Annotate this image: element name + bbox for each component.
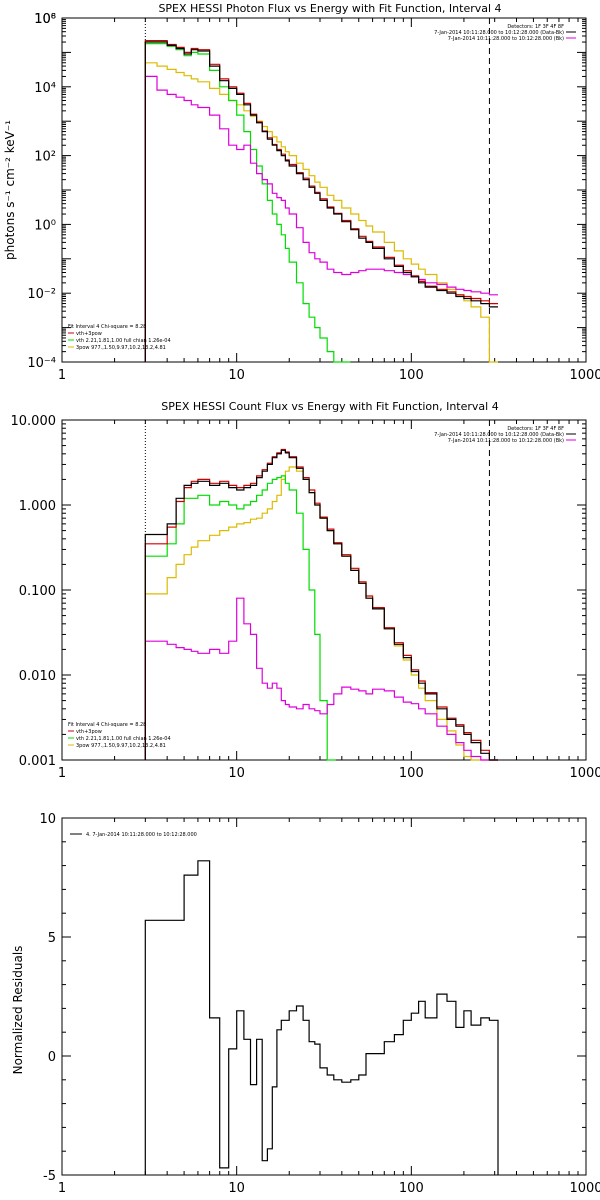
legend-top-entry: 7-Jan-2014 10:11:28.000 to 10:12:28.000 … <box>448 438 564 444</box>
y-tick-label: -5 <box>43 1169 56 1184</box>
legend-top-entry: Detectors: 1F 3F 4F 8F <box>507 426 564 432</box>
series-data-line <box>144 41 498 362</box>
series-bk-line <box>144 597 498 761</box>
y-tick-label: 10⁶ <box>34 12 56 27</box>
series-pow-line <box>144 466 498 761</box>
y-tick-label: 10 <box>39 812 56 827</box>
x-tick-label: 10 <box>228 766 245 781</box>
y-tick-label: 10⁸ <box>34 12 56 27</box>
legend-bottom-entry: Fit Interval 4 Chi-square = 8.28 <box>68 324 146 330</box>
x-tick-label: 1 <box>58 766 66 781</box>
residuals-panel: Normalized Residuals 1 10 100 1000 -5 0 5 10 4. … <box>11 812 600 1196</box>
y-tick-label: 10² <box>34 150 56 165</box>
x-tick-label: 1000 <box>569 1181 600 1196</box>
series-vth-line <box>144 43 351 363</box>
plot-frame <box>61 17 587 363</box>
y-tick-label: 10⁻² <box>27 287 56 302</box>
y-tick-label: 1.000 <box>19 499 56 514</box>
plot-frame <box>61 817 587 1176</box>
photon-flux-panel: SPEX HESSI Photon Flux vs Energy with Fi… <box>3 2 600 383</box>
legend-top-entry: 7-Jan-2014 10:11:28.000 to 10:12:28.000 … <box>448 36 564 42</box>
photon-flux-y-label: photons s⁻¹ cm⁻² keV⁻¹ <box>3 120 17 260</box>
legend-top-entry: 7-Jan-2014 10:11:28.000 to 10:12:28.000 … <box>434 30 564 36</box>
legend-bottom-entry: Fit Interval 4 Chi-square = 8.28 <box>68 722 146 728</box>
series-vth-line <box>144 475 336 761</box>
legend-bottom-entry: vth 2.21,1.81,1.00 full chian 1.26e-04 <box>76 736 171 742</box>
legend-top-entry: Detectors: 1F 3F 4F 8F <box>507 24 564 30</box>
y-tick-label: 5 <box>48 931 56 946</box>
legend-bottom-entry: vth+3pow <box>76 729 102 735</box>
legend-bottom-entry: vth 2.21,1.81,1.00 full chian 1.26e-04 <box>76 338 171 344</box>
photon-flux-title: SPEX HESSI Photon Flux vs Energy with Fi… <box>158 2 501 15</box>
x-tick-label: 100 <box>399 368 424 383</box>
y-tick-label: 0.100 <box>19 584 56 599</box>
series-pow-line <box>144 62 498 363</box>
x-tick-label: 100 <box>399 766 424 781</box>
legend-top-entry: 7-Jan-2014 10:11:28.000 to 10:12:28.000 … <box>434 432 564 438</box>
x-tick-label: 1 <box>58 368 66 383</box>
series-data-line <box>144 449 498 761</box>
legend-entry: 4. 7-Jan-2014 10:11:28.000 to 10:12:28.0… <box>86 832 197 838</box>
legend-bottom-entry: 3pow 977.,1.50,9.97,10.2,13.2,4.81 <box>76 743 166 749</box>
x-tick-label: 100 <box>399 1181 424 1196</box>
y-tick-label: 0.010 <box>19 669 56 684</box>
x-tick-label: 10 <box>228 1181 245 1196</box>
x-tick-label: 1000 <box>569 368 600 383</box>
plot-frame <box>61 419 587 761</box>
y-tick-label: 0 <box>48 1050 56 1065</box>
count-flux-panel: SPEX HESSI Count Flux vs Energy with Fit… <box>11 400 600 781</box>
residuals-y-label: Normalized Residuals <box>11 946 25 1075</box>
y-tick-label: 10⁻⁴ <box>27 356 56 371</box>
series-data-line <box>144 860 499 1175</box>
x-tick-label: 1000 <box>569 766 600 781</box>
y-tick-label: 0.001 <box>19 754 56 769</box>
series-total-line <box>144 40 498 362</box>
legend-bottom-entry: vth+3pow <box>76 331 102 337</box>
y-tick-label: 10⁴ <box>34 81 56 96</box>
y-tick-label: 10.000 <box>11 414 57 429</box>
legend-bottom-entry: 3pow 977.,1.50,9.97,10.2,13.2,4.81 <box>76 345 166 351</box>
y-tick-label: 10⁰ <box>34 218 56 233</box>
count-flux-title: SPEX HESSI Count Flux vs Energy with Fit… <box>161 400 498 413</box>
x-tick-label: 10 <box>228 368 245 383</box>
series-bk-line <box>144 75 498 362</box>
x-tick-label: 1 <box>58 1181 66 1196</box>
